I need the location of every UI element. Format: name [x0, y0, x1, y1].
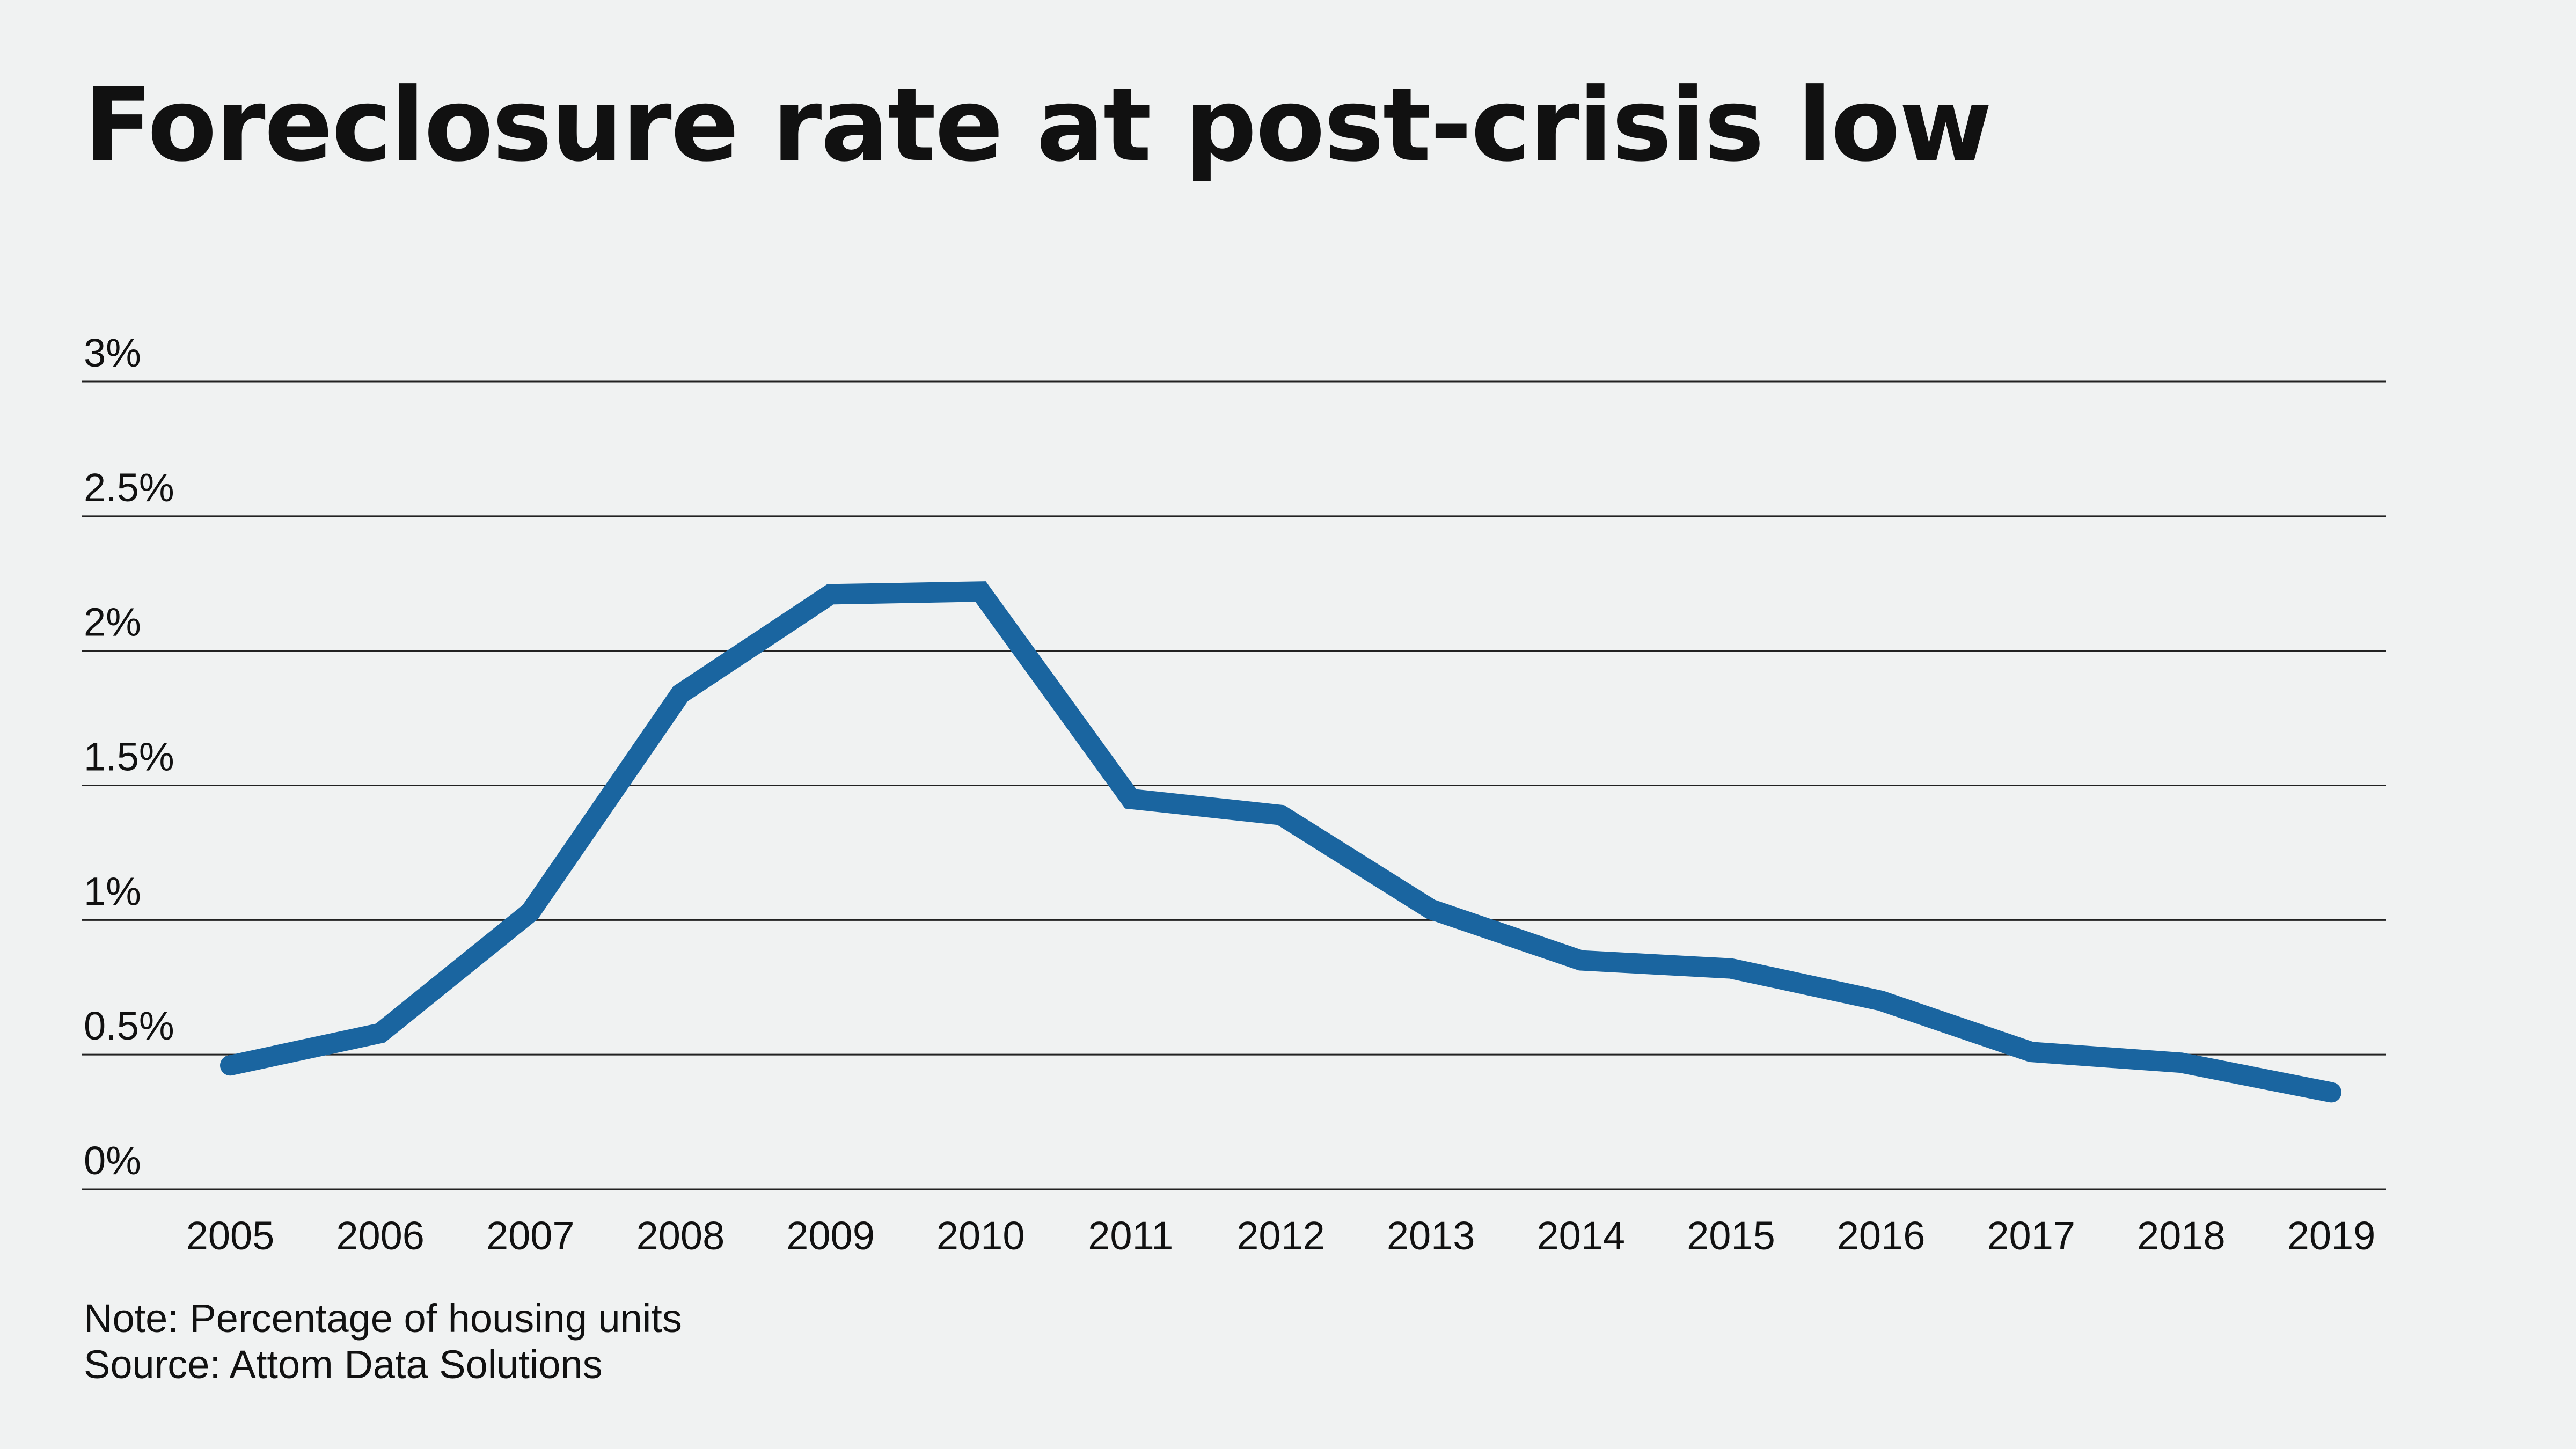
chart-title: Foreclosure rate at post-crisis low [84, 67, 1992, 184]
y-tick-label: 1.5% [84, 735, 174, 779]
data-point [1421, 899, 1441, 919]
x-tick-label: 2010 [936, 1213, 1025, 1258]
x-tick-label: 2017 [1987, 1213, 2075, 1258]
x-tick-label: 2014 [1536, 1213, 1625, 1258]
data-point [970, 581, 991, 602]
series-line [220, 581, 2341, 1103]
data-points [220, 581, 2341, 1102]
data-point [2321, 1082, 2341, 1102]
y-tick-label: 0.5% [84, 1004, 174, 1048]
data-point [670, 684, 691, 704]
x-tick-label: 2005 [186, 1213, 275, 1258]
x-tick-label: 2018 [2137, 1213, 2226, 1258]
data-point [220, 1055, 240, 1075]
x-tick-label: 2009 [786, 1213, 875, 1258]
x-tick-label: 2006 [336, 1213, 425, 1258]
x-tick-label: 2012 [1236, 1213, 1325, 1258]
series-foreclosure-rate [220, 581, 2341, 1103]
data-point [1271, 805, 1291, 825]
data-point [1571, 950, 1591, 971]
data-point [2171, 1052, 2191, 1073]
gridlines [82, 380, 2386, 1190]
data-point [1871, 991, 1891, 1011]
chart-note: Note: Percentage of housing units [84, 1296, 682, 1341]
x-tick-label: 2013 [1387, 1213, 1475, 1258]
y-axis-tick-labels: 0% 0.5% 1% 1.5% 2% 2.5% 3% [84, 331, 174, 1183]
data-point [1121, 789, 1141, 809]
chart-source: Source: Attom Data Solutions [84, 1342, 603, 1387]
x-tick-label: 2008 [636, 1213, 725, 1258]
data-point [370, 1023, 391, 1043]
y-tick-label: 3% [84, 331, 141, 375]
data-point [520, 902, 540, 922]
y-tick-label: 0% [84, 1138, 141, 1183]
x-tick-label: 2015 [1687, 1213, 1775, 1258]
x-tick-label: 2007 [486, 1213, 575, 1258]
x-tick-label: 2011 [1088, 1213, 1173, 1258]
data-point [1721, 958, 1741, 979]
x-tick-label: 2019 [2287, 1213, 2376, 1258]
data-point [821, 584, 841, 604]
y-tick-label: 2.5% [84, 465, 174, 510]
data-point [2021, 1042, 2041, 1062]
y-tick-label: 1% [84, 869, 141, 913]
y-tick-label: 2% [84, 600, 141, 645]
x-axis-tick-labels: 2005 2006 2007 2008 2009 2010 2011 2012 2013 2014… [186, 1213, 2376, 1258]
x-tick-label: 2016 [1837, 1213, 1926, 1258]
